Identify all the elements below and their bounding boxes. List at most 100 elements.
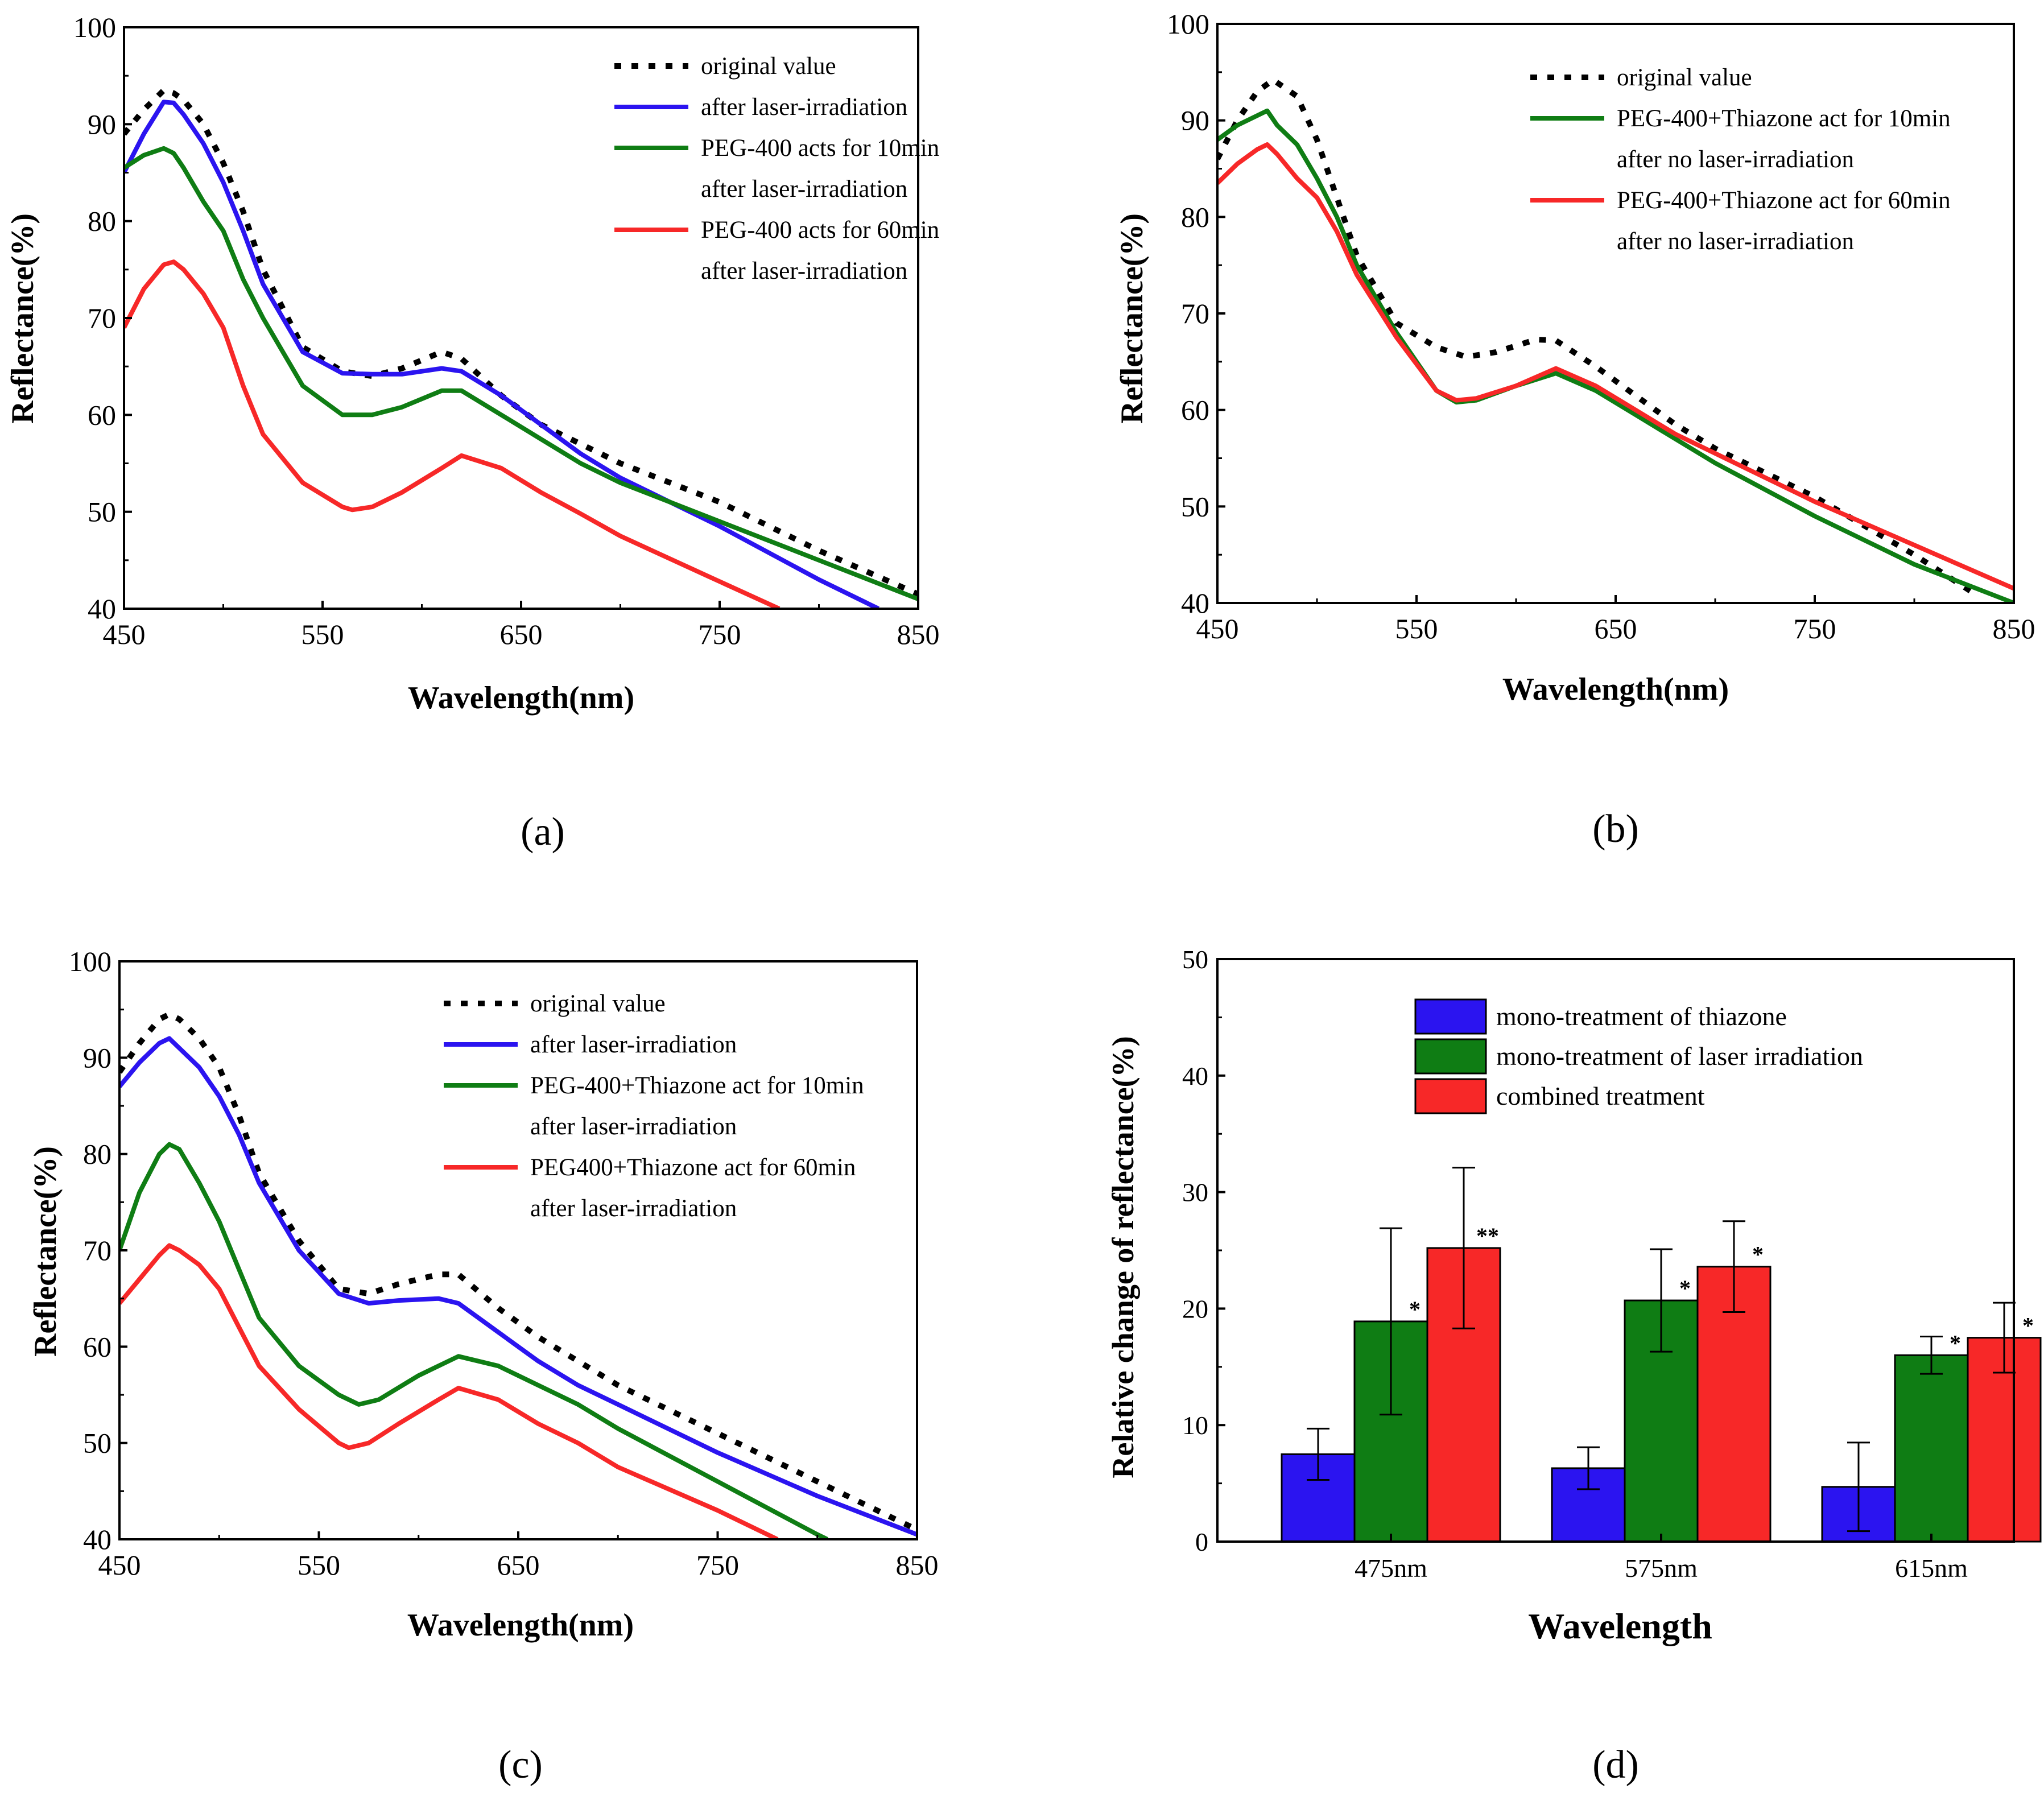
plot-frame-c <box>118 960 918 1540</box>
x-tick-label: 850 <box>1993 613 2035 645</box>
legend-label: after laser-irradiation <box>701 258 907 284</box>
x-tick-label: 450 <box>1196 613 1239 645</box>
x-tick-label: 550 <box>302 618 344 650</box>
x-category-label: 615nm <box>1895 1554 1968 1583</box>
legend-d: mono-treatment of thiazone mono-treatment… <box>1414 998 1863 1114</box>
y-axis-title: Reflectance(%) <box>28 1146 63 1357</box>
legend-label: after laser-irradiation <box>530 1195 737 1222</box>
y-tick-label: 70 <box>83 1234 112 1266</box>
y-tick-label: 90 <box>1181 105 1209 137</box>
legend-label: mono-treatment of laser irradiation <box>1496 1042 1863 1071</box>
y-tick-label: 40 <box>88 593 116 625</box>
series-line-c-2 <box>119 1142 829 1539</box>
legend-swatch-1 <box>1414 1038 1487 1075</box>
y-tick-label: 100 <box>69 945 112 977</box>
legend-label: PEG-400+Thiazone act for 60min <box>1617 187 1951 214</box>
x-category-label: 475nm <box>1355 1554 1427 1583</box>
legend-label: after laser-irradiation <box>701 176 907 203</box>
legend-c: original value after laser-irradiation PEG… <box>444 990 864 1222</box>
x-tick-label: 450 <box>98 1549 141 1581</box>
x-category-label: 575nm <box>1625 1554 1698 1583</box>
legend-label: after laser-irradiation <box>701 94 907 121</box>
x-tick-label: 650 <box>500 618 543 650</box>
legend-label: PEG-400 acts for 60min <box>701 217 939 243</box>
legend-swatch-0 <box>1414 998 1487 1035</box>
y-axis-title: Reflectance(%) <box>1114 213 1150 424</box>
x-tick-label: 850 <box>896 1549 939 1581</box>
chart-c: 450 550 650 750 850 40 50 60 70 80 90 100 Wavelength… <box>28 945 939 1787</box>
series-line-c-1 <box>119 1036 917 1537</box>
legend-label: PEG-400+Thiazone act for 10min <box>1617 105 1951 132</box>
y-tick-label: 50 <box>1181 490 1209 522</box>
legend-label: PEG-400+Thiazone act for 10min <box>530 1072 864 1099</box>
legend-label: PEG400+Thiazone act for 60min <box>530 1154 856 1181</box>
chart-b: 450 550 650 750 850 40 50 60 70 80 90 100 Wavelength… <box>1114 8 2035 851</box>
legend-label: mono-treatment of thiazone <box>1496 1002 1787 1031</box>
x-tick-label: 450 <box>103 618 146 650</box>
y-tick-label: 60 <box>88 399 116 431</box>
x-tick-label: 850 <box>897 618 940 650</box>
significance-mark: * <box>1679 1275 1691 1301</box>
legend-label: after no laser-irradiation <box>1617 146 1854 173</box>
series-line-c-3 <box>119 1243 779 1539</box>
panel-label-d: (d) <box>1592 1743 1639 1787</box>
x-tick-label: 550 <box>1395 613 1438 645</box>
legend-b: original value PEG-400+Thiazone act for 1… <box>1530 64 1951 255</box>
x-tick-label: 650 <box>497 1549 540 1581</box>
x-axis-title: Wavelength <box>1528 1606 1712 1646</box>
y-tick-label: 90 <box>88 108 116 140</box>
legend-label: after no laser-irradiation <box>1617 228 1854 255</box>
x-tick-label: 550 <box>298 1549 340 1581</box>
y-tick-label: 40 <box>1182 1061 1208 1090</box>
y-tick-label: 40 <box>1181 587 1209 619</box>
panel-label-a: (a) <box>521 810 565 854</box>
significance-mark: * <box>2022 1313 2034 1339</box>
y-tick-label: 100 <box>73 11 116 43</box>
panel-label-c: (c) <box>498 1743 543 1787</box>
chart-a: 450 550 650 750 850 40 50 60 70 80 90 100 Wavelength… <box>5 11 940 854</box>
legend-label: original value <box>701 53 836 80</box>
y-tick-label: 0 <box>1195 1527 1208 1556</box>
series-line-b-2 <box>1217 142 2014 591</box>
y-axis-title: Relative change of reflectance(%) <box>1106 1036 1140 1478</box>
series-line-a-1 <box>124 100 879 609</box>
y-tick-label: 60 <box>83 1331 112 1362</box>
x-tick-label: 750 <box>699 618 741 650</box>
y-tick-label: 50 <box>83 1427 112 1459</box>
y-tick-label: 20 <box>1182 1294 1208 1323</box>
x-axis-title: Wavelength(nm) <box>407 1608 634 1643</box>
significance-mark: ** <box>1476 1223 1499 1249</box>
legend-label: combined treatment <box>1496 1081 1705 1110</box>
y-tick-label: 50 <box>88 496 116 528</box>
y-tick-label: 80 <box>88 205 116 237</box>
legend-label: after laser-irradiation <box>530 1113 737 1140</box>
significance-mark: * <box>1950 1330 1961 1356</box>
x-tick-label: 750 <box>1794 613 1836 645</box>
y-axis-title: Reflectance(%) <box>5 213 40 424</box>
y-tick-label: 80 <box>1181 201 1209 233</box>
series-line-a-3 <box>124 259 781 609</box>
y-tick-label: 60 <box>1181 394 1209 426</box>
series-line-a-2 <box>124 146 918 601</box>
significance-mark: * <box>1752 1242 1764 1267</box>
x-tick-label: 650 <box>1595 613 1637 645</box>
legend-swatch-2 <box>1414 1078 1487 1114</box>
series-line-b-0 <box>1217 77 1976 596</box>
y-tick-label: 70 <box>1181 298 1209 329</box>
legend-label: after laser-irradiation <box>530 1031 737 1058</box>
x-axis-title: Wavelength(nm) <box>408 680 634 716</box>
x-axis-title: Wavelength(nm) <box>1502 672 1729 707</box>
series-line-a-0 <box>124 87 918 597</box>
y-tick-label: 70 <box>88 302 116 334</box>
panel-label-b: (b) <box>1592 807 1639 851</box>
y-tick-label: 50 <box>1182 945 1208 974</box>
y-tick-label: 90 <box>83 1042 112 1073</box>
y-tick-label: 100 <box>1167 8 1209 40</box>
y-tick-label: 80 <box>83 1138 112 1170</box>
legend-a: original value after laser-irradiation PEG… <box>614 53 939 284</box>
series-line-b-1 <box>1217 108 2014 603</box>
legend-label: original value <box>1617 64 1752 91</box>
x-tick-label: 750 <box>696 1549 739 1581</box>
